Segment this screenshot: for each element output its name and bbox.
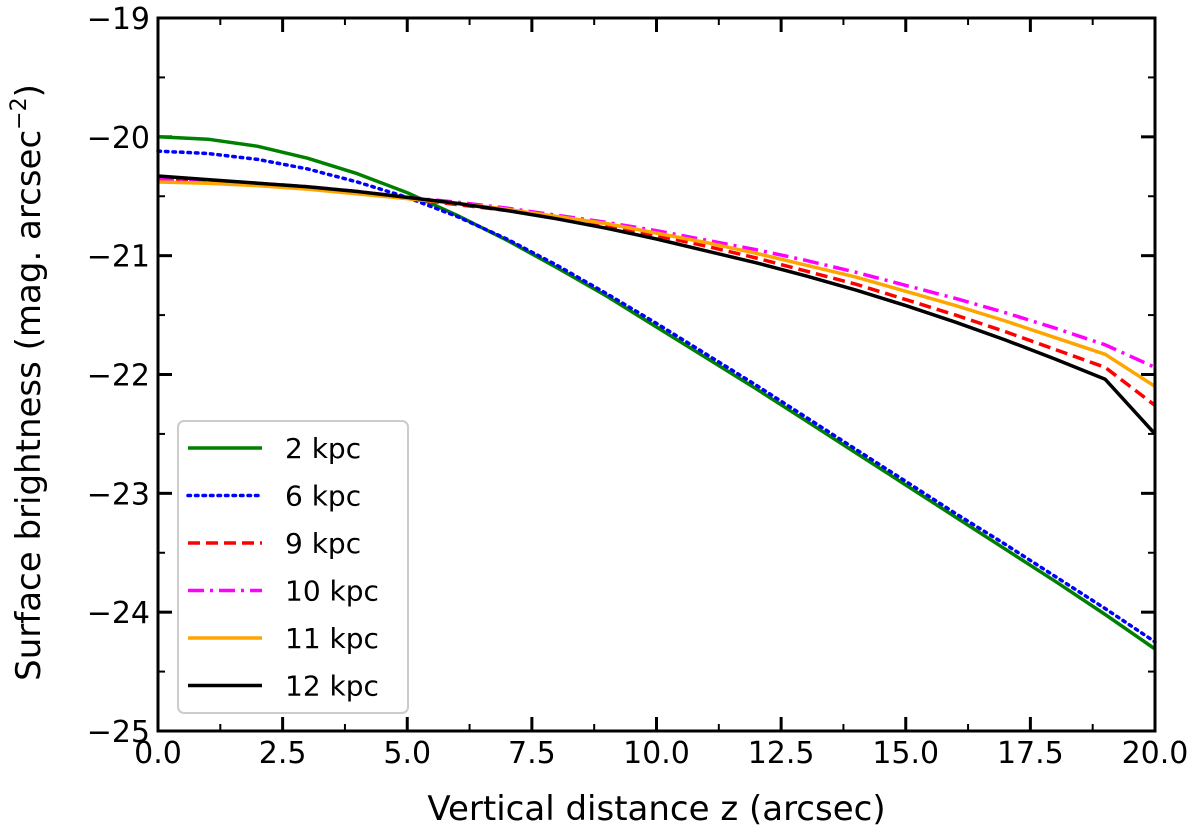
legend-label-2-kpc: 2 kpc <box>285 432 361 465</box>
x-tick-label: 7.5 <box>508 736 556 771</box>
series-line-2-kpc <box>157 135 1156 651</box>
x-tick-label: 15.0 <box>872 736 939 771</box>
x-tick-label: 10.0 <box>623 736 690 771</box>
x-tick-label: 2.5 <box>259 736 307 771</box>
legend-label-9-kpc: 9 kpc <box>285 527 361 560</box>
x-tick-label: 20.0 <box>1122 736 1189 771</box>
y-tick-label: −21 <box>87 240 150 275</box>
legend-label-10-kpc: 10 kpc <box>285 575 379 608</box>
tick-labels: 0.0 2.5 5.0 7.5 10.0 12.5 15.0 17.5 20.0 −25 −24 −2… <box>87 2 1189 771</box>
y-axis-label-main: Surface brightness (mag. arcsec <box>9 130 49 681</box>
series-line-11-kpc <box>157 180 1156 388</box>
y-axis-label: Surface brightness (mag. arcsec−2) <box>7 84 49 681</box>
series-layer <box>156 135 1157 651</box>
series-line-6-kpc <box>156 149 1157 644</box>
y-tick-label: −23 <box>87 477 150 512</box>
y-tick-label: −20 <box>87 121 150 156</box>
y-tick-label: −19 <box>87 2 150 37</box>
x-tick-label: 0.0 <box>134 736 182 771</box>
x-axis-label: Vertical distance z (arcsec) <box>427 789 885 829</box>
series-line-12-kpc <box>157 174 1157 436</box>
y-axis-label-exponent: −2 <box>7 97 32 129</box>
legend-label-12-kpc: 12 kpc <box>285 670 379 703</box>
plot-area-frame <box>156 16 1157 733</box>
x-tick-label: 5.0 <box>383 736 431 771</box>
y-tick-label: −25 <box>87 715 150 750</box>
x-tick-label: 17.5 <box>997 736 1064 771</box>
x-tick-label: 12.5 <box>748 736 815 771</box>
legend-label-11-kpc: 11 kpc <box>285 622 379 655</box>
legend-label-6-kpc: 6 kpc <box>285 480 361 513</box>
y-tick-label: −24 <box>87 596 150 631</box>
legend: 2 kpc 6 kpc 9 kpc 10 kpc 11 kpc 12 kpc <box>177 420 409 714</box>
y-tick-label: −22 <box>87 359 150 394</box>
y-axis-label-close: ) <box>9 84 49 97</box>
